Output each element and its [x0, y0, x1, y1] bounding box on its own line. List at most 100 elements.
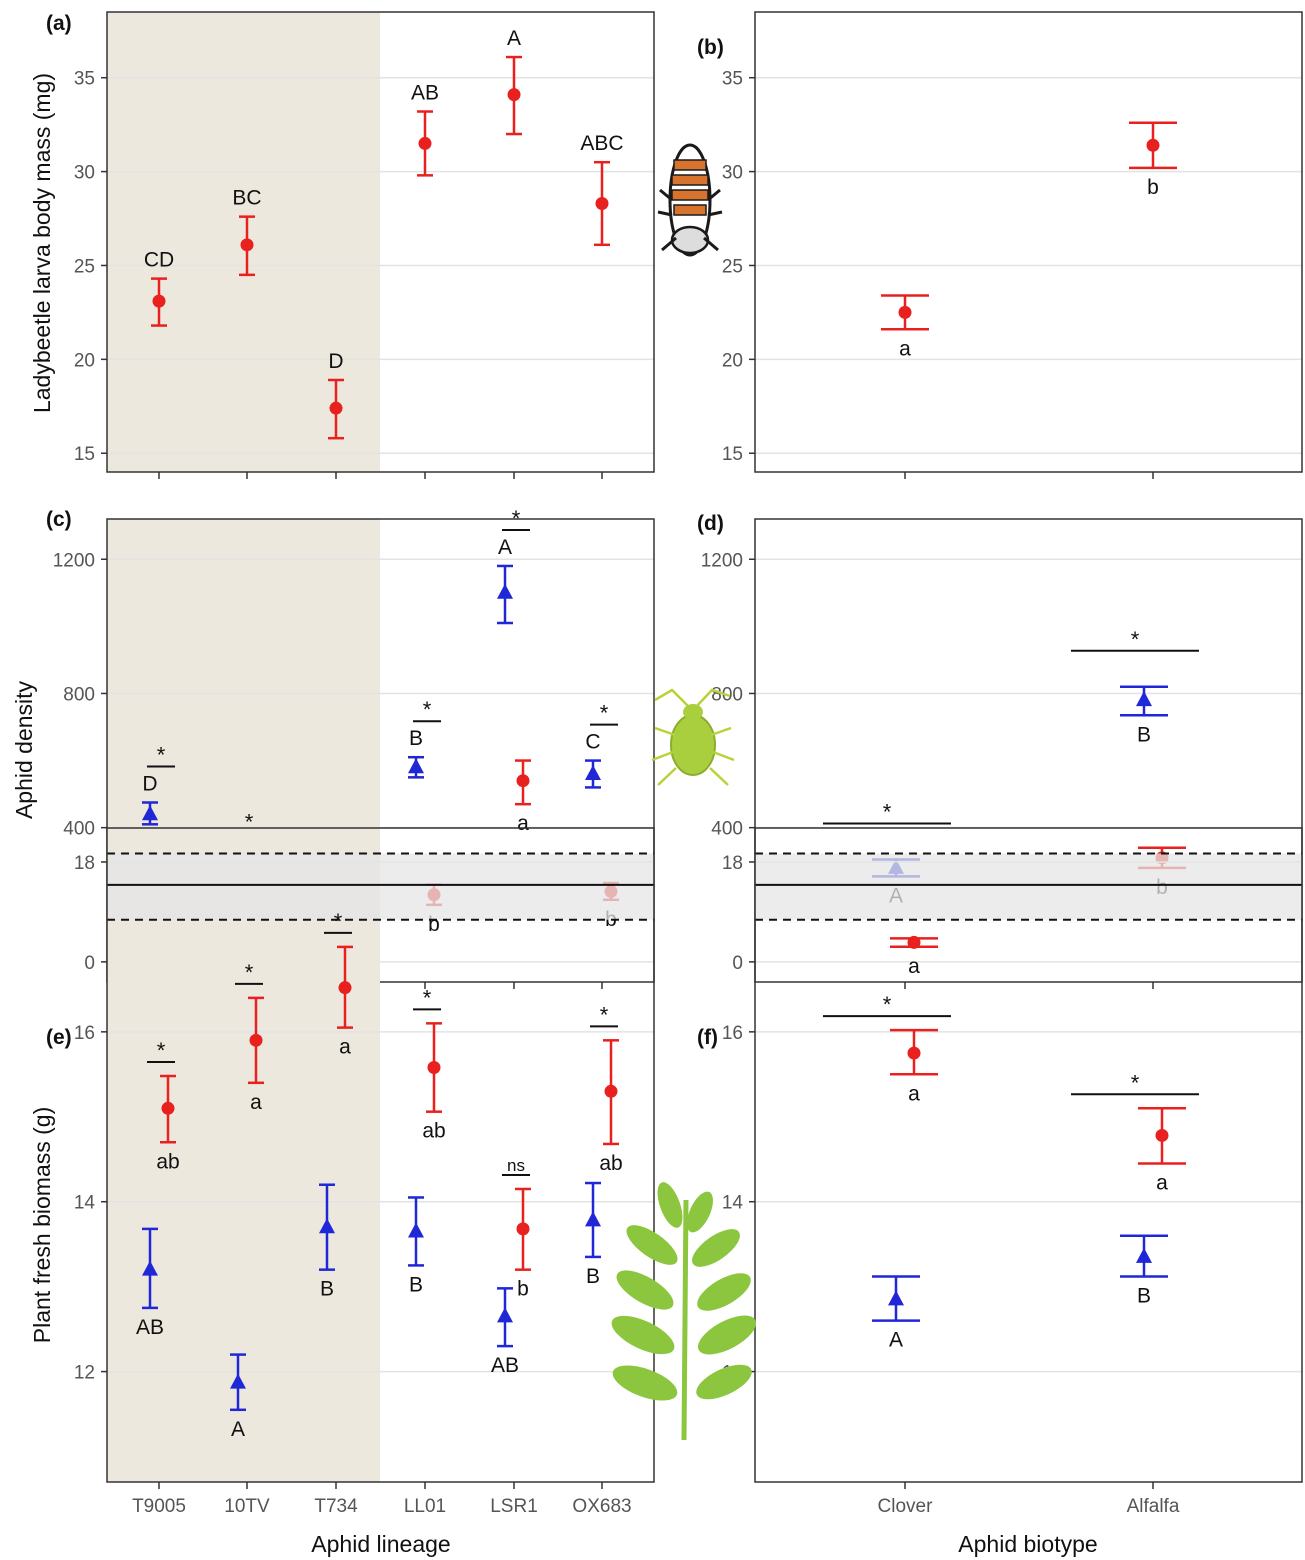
- data-point-triangle: [1136, 1247, 1152, 1263]
- data-point-circle: [329, 401, 343, 415]
- data-point-circle: [240, 238, 254, 252]
- data-point-circle: [907, 935, 921, 949]
- y-tick-label: 35: [74, 69, 95, 90]
- data-point-triangle: [319, 1218, 335, 1234]
- y-tick-label: 14: [74, 1193, 96, 1214]
- data-point-triangle: [1136, 691, 1152, 707]
- plot-frame: [754, 827, 1303, 1483]
- data-point-triangle: [408, 1222, 424, 1238]
- y-tick-label: 18: [74, 853, 95, 874]
- panel-letter: (e): [46, 1026, 72, 1049]
- y-tick-label: 14: [722, 1193, 744, 1214]
- data-point-triangle: [497, 1307, 513, 1323]
- significance-letter: ab: [156, 1150, 179, 1173]
- plot-frame: [754, 518, 1303, 983]
- significance-letter: ab: [422, 1120, 445, 1143]
- y-axis-label-e: Plant fresh biomass (g): [29, 1107, 55, 1343]
- significance-letter: B: [586, 1265, 600, 1288]
- x-tick-label: Clover: [878, 1496, 934, 1517]
- significance-letter: BC: [232, 187, 261, 210]
- y-tick-label: 18: [722, 853, 743, 874]
- y-tick-label: 1200: [701, 550, 743, 571]
- significance-mark: *: [245, 810, 254, 835]
- data-point-circle: [338, 981, 352, 995]
- significance-letter: A: [889, 1329, 903, 1352]
- significance-mark: *: [334, 909, 343, 934]
- ladybeetle-larva-illustration: [657, 143, 723, 257]
- x-tick-label: OX683: [572, 1496, 631, 1517]
- y-axis-label-a: Ladybeetle larva body mass (mg): [29, 73, 55, 413]
- y-tick-label: 400: [63, 819, 95, 840]
- significance-letter: AB: [136, 1316, 164, 1339]
- significance-letter: C: [585, 731, 600, 754]
- data-point-circle: [595, 197, 609, 211]
- significance-mark: *: [1131, 1070, 1140, 1095]
- control-band: [107, 853, 654, 920]
- significance-letter: A: [231, 1418, 245, 1441]
- significance-letter: CD: [144, 249, 174, 272]
- significance-letter: b: [428, 913, 440, 936]
- significance-mark: *: [245, 960, 254, 985]
- data-point-triangle: [142, 1260, 158, 1276]
- y-tick-label: 25: [74, 256, 95, 277]
- x-tick-label: T9005: [132, 1496, 186, 1517]
- y-tick-label: 12: [74, 1363, 95, 1384]
- significance-mark: *: [600, 701, 609, 726]
- significance-letter: a: [908, 1082, 920, 1105]
- y-tick-label: 400: [711, 819, 743, 840]
- panel-letter: (a): [46, 12, 72, 35]
- data-point-circle: [907, 1046, 921, 1060]
- plot-frame: [106, 11, 655, 473]
- data-point-circle: [1155, 1128, 1169, 1142]
- y-tick-label: 20: [722, 350, 743, 371]
- data-point-circle: [249, 1033, 263, 1047]
- panel-b: 15 20 25 30 35 (b) a b: [697, 11, 1303, 479]
- data-point-triangle: [497, 583, 513, 599]
- significance-letter: B: [1137, 1284, 1151, 1307]
- significance-mark: *: [883, 992, 892, 1017]
- x-axis-label-left: Aphid lineage: [311, 1531, 450, 1557]
- significance-letter: a: [908, 955, 920, 978]
- data-point-circle: [516, 774, 530, 788]
- significance-letter: D: [328, 350, 343, 373]
- control-band: [755, 853, 1302, 920]
- significance-mark: *: [423, 985, 432, 1010]
- x-tick-label: LSR1: [490, 1496, 538, 1517]
- significance-letter: D: [142, 773, 157, 796]
- data-point-triangle: [142, 805, 158, 821]
- y-tick-label: 35: [722, 69, 743, 90]
- significance-letter: a: [250, 1091, 262, 1114]
- y-tick-label: 800: [63, 684, 95, 705]
- data-point-circle: [161, 1101, 175, 1115]
- significance-mark: ns: [507, 1156, 525, 1175]
- data-point-triangle: [585, 1211, 601, 1227]
- y-tick-label: 20: [74, 350, 95, 371]
- data-point-circle: [1146, 138, 1160, 152]
- significance-letter: B: [409, 727, 423, 750]
- x-tick-label: LL01: [404, 1496, 446, 1517]
- panel-letter: (b): [697, 36, 724, 59]
- significance-mark: *: [512, 506, 521, 531]
- significance-mark: *: [883, 800, 892, 825]
- plant-illustration: [611, 1182, 757, 1441]
- significance-letter: B: [1137, 723, 1151, 746]
- y-tick-label: 16: [74, 1023, 95, 1044]
- significance-letter: AB: [411, 82, 439, 105]
- x-tick-label: Alfalfa: [1127, 1496, 1180, 1517]
- significance-letter: a: [339, 1036, 351, 1059]
- significance-letter: a: [517, 812, 529, 835]
- data-point-triangle: [888, 1290, 904, 1306]
- data-point-circle: [898, 305, 912, 319]
- significance-mark: *: [1131, 627, 1140, 652]
- y-axis-label-c: Aphid density: [11, 680, 37, 819]
- significance-letter: a: [899, 337, 911, 360]
- data-point-triangle: [585, 764, 601, 780]
- significance-letter: B: [320, 1278, 334, 1301]
- y-tick-label: 25: [722, 256, 743, 277]
- data-point-triangle: [408, 758, 424, 774]
- significance-mark: *: [423, 697, 432, 722]
- y-tick-label: 1200: [53, 550, 95, 571]
- data-point-circle: [427, 1061, 441, 1075]
- significance-letter: AB: [491, 1354, 519, 1377]
